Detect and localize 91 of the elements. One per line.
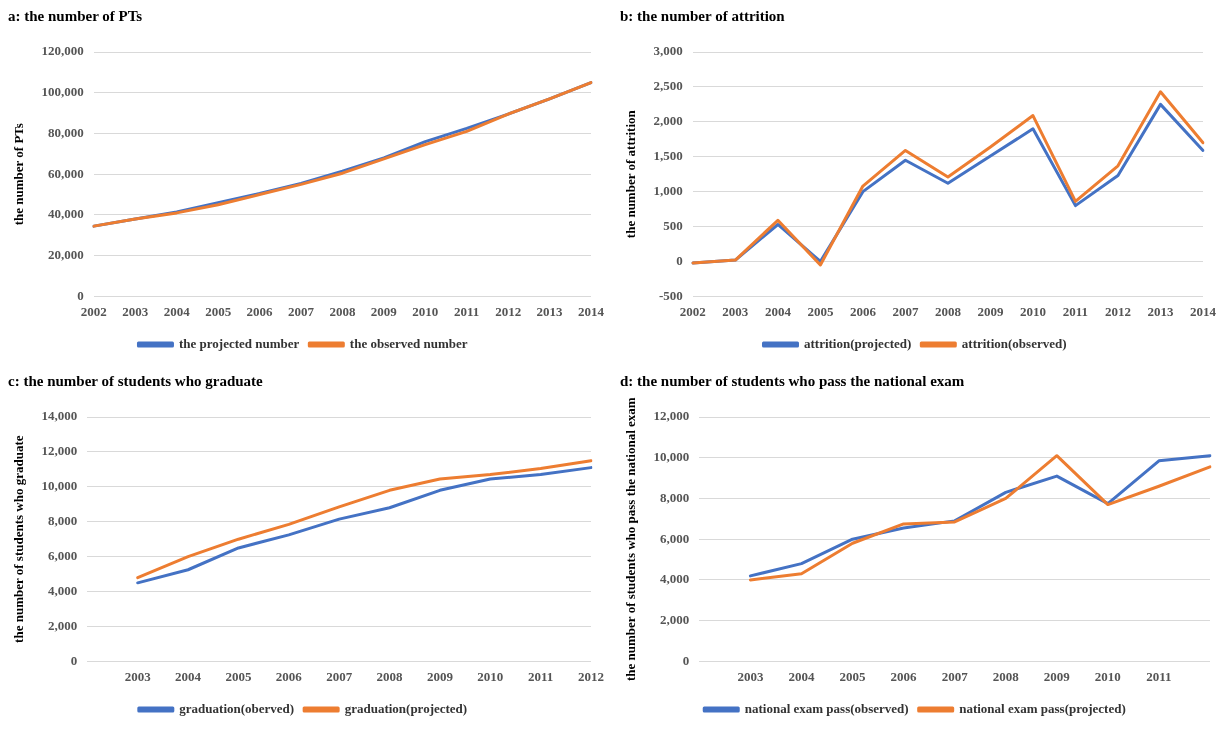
y-tick-label: 8,000: [660, 489, 690, 505]
x-tick-label: 2011: [527, 668, 554, 684]
x-tick-label: 2009: [426, 668, 454, 684]
x-tick-label: 2004: [788, 668, 815, 684]
x-tick-label: 2011: [454, 303, 480, 319]
y-tick-label: 4,000: [48, 582, 78, 598]
x-tick-label: 2003: [124, 668, 152, 684]
x-tick-label: 2004: [163, 303, 191, 319]
x-tick-label: 2005: [225, 668, 252, 684]
y-tick-label: 1,000: [653, 183, 683, 199]
y-tick-label: 2,000: [660, 612, 690, 628]
y-tick-label: 6,000: [660, 530, 690, 546]
legend-label: the observed number: [349, 335, 468, 351]
chart-title: c: the number of students who graduate: [8, 372, 264, 389]
legend-label: attrition(observed): [961, 335, 1067, 351]
x-tick-label: 2008: [329, 303, 356, 319]
x-tick-label: 2009: [1043, 668, 1071, 684]
legend-label: graduation(projected): [344, 700, 468, 716]
y-tick-label: 8,000: [48, 513, 78, 529]
chart-title: b: the number of attrition: [620, 7, 786, 24]
y-axis-title: the number of students who pass the national exam: [623, 397, 639, 682]
y-tick-label: 10,000: [653, 449, 690, 465]
x-tick-label: 2002: [80, 303, 107, 319]
x-tick-label: 2003: [122, 303, 149, 319]
x-tick-label: 2006: [849, 303, 877, 319]
legend-label: the projected number: [178, 335, 300, 351]
x-tick-label: 2004: [764, 303, 792, 319]
chart-title: d: the number of students who pass the national exam: [620, 372, 965, 389]
x-tick-label: 2007: [288, 303, 315, 319]
x-tick-label: 2014: [578, 303, 605, 319]
x-tick-label: 2012: [495, 303, 522, 319]
x-tick-label: 2005: [807, 303, 834, 319]
legend-label: attrition(projected): [803, 335, 912, 351]
y-tick-label: 2,500: [653, 78, 683, 94]
x-tick-label: 2007: [892, 303, 919, 319]
legend-label: national exam pass(projected): [959, 700, 1126, 716]
y-tick-label: 3,000: [653, 43, 683, 59]
y-axis-title: the number of PTs: [11, 123, 27, 226]
x-tick-label: 2014: [1190, 303, 1217, 319]
y-tick-label: 2,000: [48, 617, 78, 633]
y-tick-label: 2,000: [653, 113, 683, 129]
x-tick-label: 2004: [175, 668, 202, 684]
x-tick-label: 2003: [722, 303, 749, 319]
x-tick-label: 2010: [1019, 303, 1046, 319]
x-tick-label: 2007: [326, 668, 353, 684]
x-tick-label: 2010: [412, 303, 439, 319]
x-tick-label: 2012: [578, 668, 604, 684]
x-tick-label: 2002: [679, 303, 706, 319]
y-tick-label: 14,000: [41, 408, 78, 424]
x-tick-label: 2013: [536, 303, 564, 319]
x-tick-label: 2006: [275, 668, 303, 684]
x-tick-label: 2009: [370, 303, 398, 319]
x-tick-label: 2006: [246, 303, 274, 319]
x-tick-label: 2011: [1062, 303, 1089, 319]
x-tick-label: 2010: [1094, 668, 1121, 684]
x-tick-label: 2007: [941, 668, 969, 684]
x-tick-label: 2008: [376, 668, 404, 684]
chart-title: a: the number of PTs: [8, 7, 143, 24]
x-tick-label: 2011: [1146, 668, 1172, 684]
legend-label: national exam pass(observed): [744, 700, 909, 716]
x-tick-label: 2010: [477, 668, 504, 684]
y-axis-title: the number of students who graduate: [11, 435, 27, 643]
y-tick-label: 500: [663, 217, 683, 233]
x-tick-label: 2008: [934, 303, 962, 319]
y-tick-label: 0: [682, 652, 690, 668]
x-tick-label: 2009: [977, 303, 1004, 319]
legend-label: graduation(oberved): [179, 700, 295, 716]
y-tick-label: -500: [659, 287, 683, 303]
x-tick-label: 2008: [992, 668, 1020, 684]
y-tick-label: 0: [70, 652, 78, 668]
y-tick-label: 120,000: [41, 43, 84, 59]
x-tick-label: 2003: [737, 668, 764, 684]
y-tick-label: 80,000: [48, 124, 84, 140]
y-tick-label: 100,000: [41, 84, 84, 100]
y-tick-label: 12,000: [41, 443, 78, 459]
x-tick-label: 2006: [890, 668, 918, 684]
y-axis-title: the number of attrition: [623, 109, 639, 239]
y-tick-label: 40,000: [48, 206, 84, 222]
x-tick-label: 2005: [205, 303, 232, 319]
x-tick-label: 2005: [839, 668, 867, 684]
y-tick-label: 0: [676, 252, 683, 268]
x-tick-label: 2013: [1147, 303, 1174, 319]
x-tick-label: 2012: [1104, 303, 1131, 319]
y-tick-label: 6,000: [48, 548, 78, 564]
y-tick-label: 12,000: [653, 408, 690, 424]
y-tick-label: 0: [77, 287, 84, 303]
y-tick-label: 10,000: [41, 478, 78, 494]
y-tick-label: 60,000: [48, 165, 84, 181]
y-tick-label: 20,000: [48, 247, 84, 263]
y-tick-label: 4,000: [660, 571, 690, 587]
y-tick-label: 1,500: [653, 148, 683, 164]
